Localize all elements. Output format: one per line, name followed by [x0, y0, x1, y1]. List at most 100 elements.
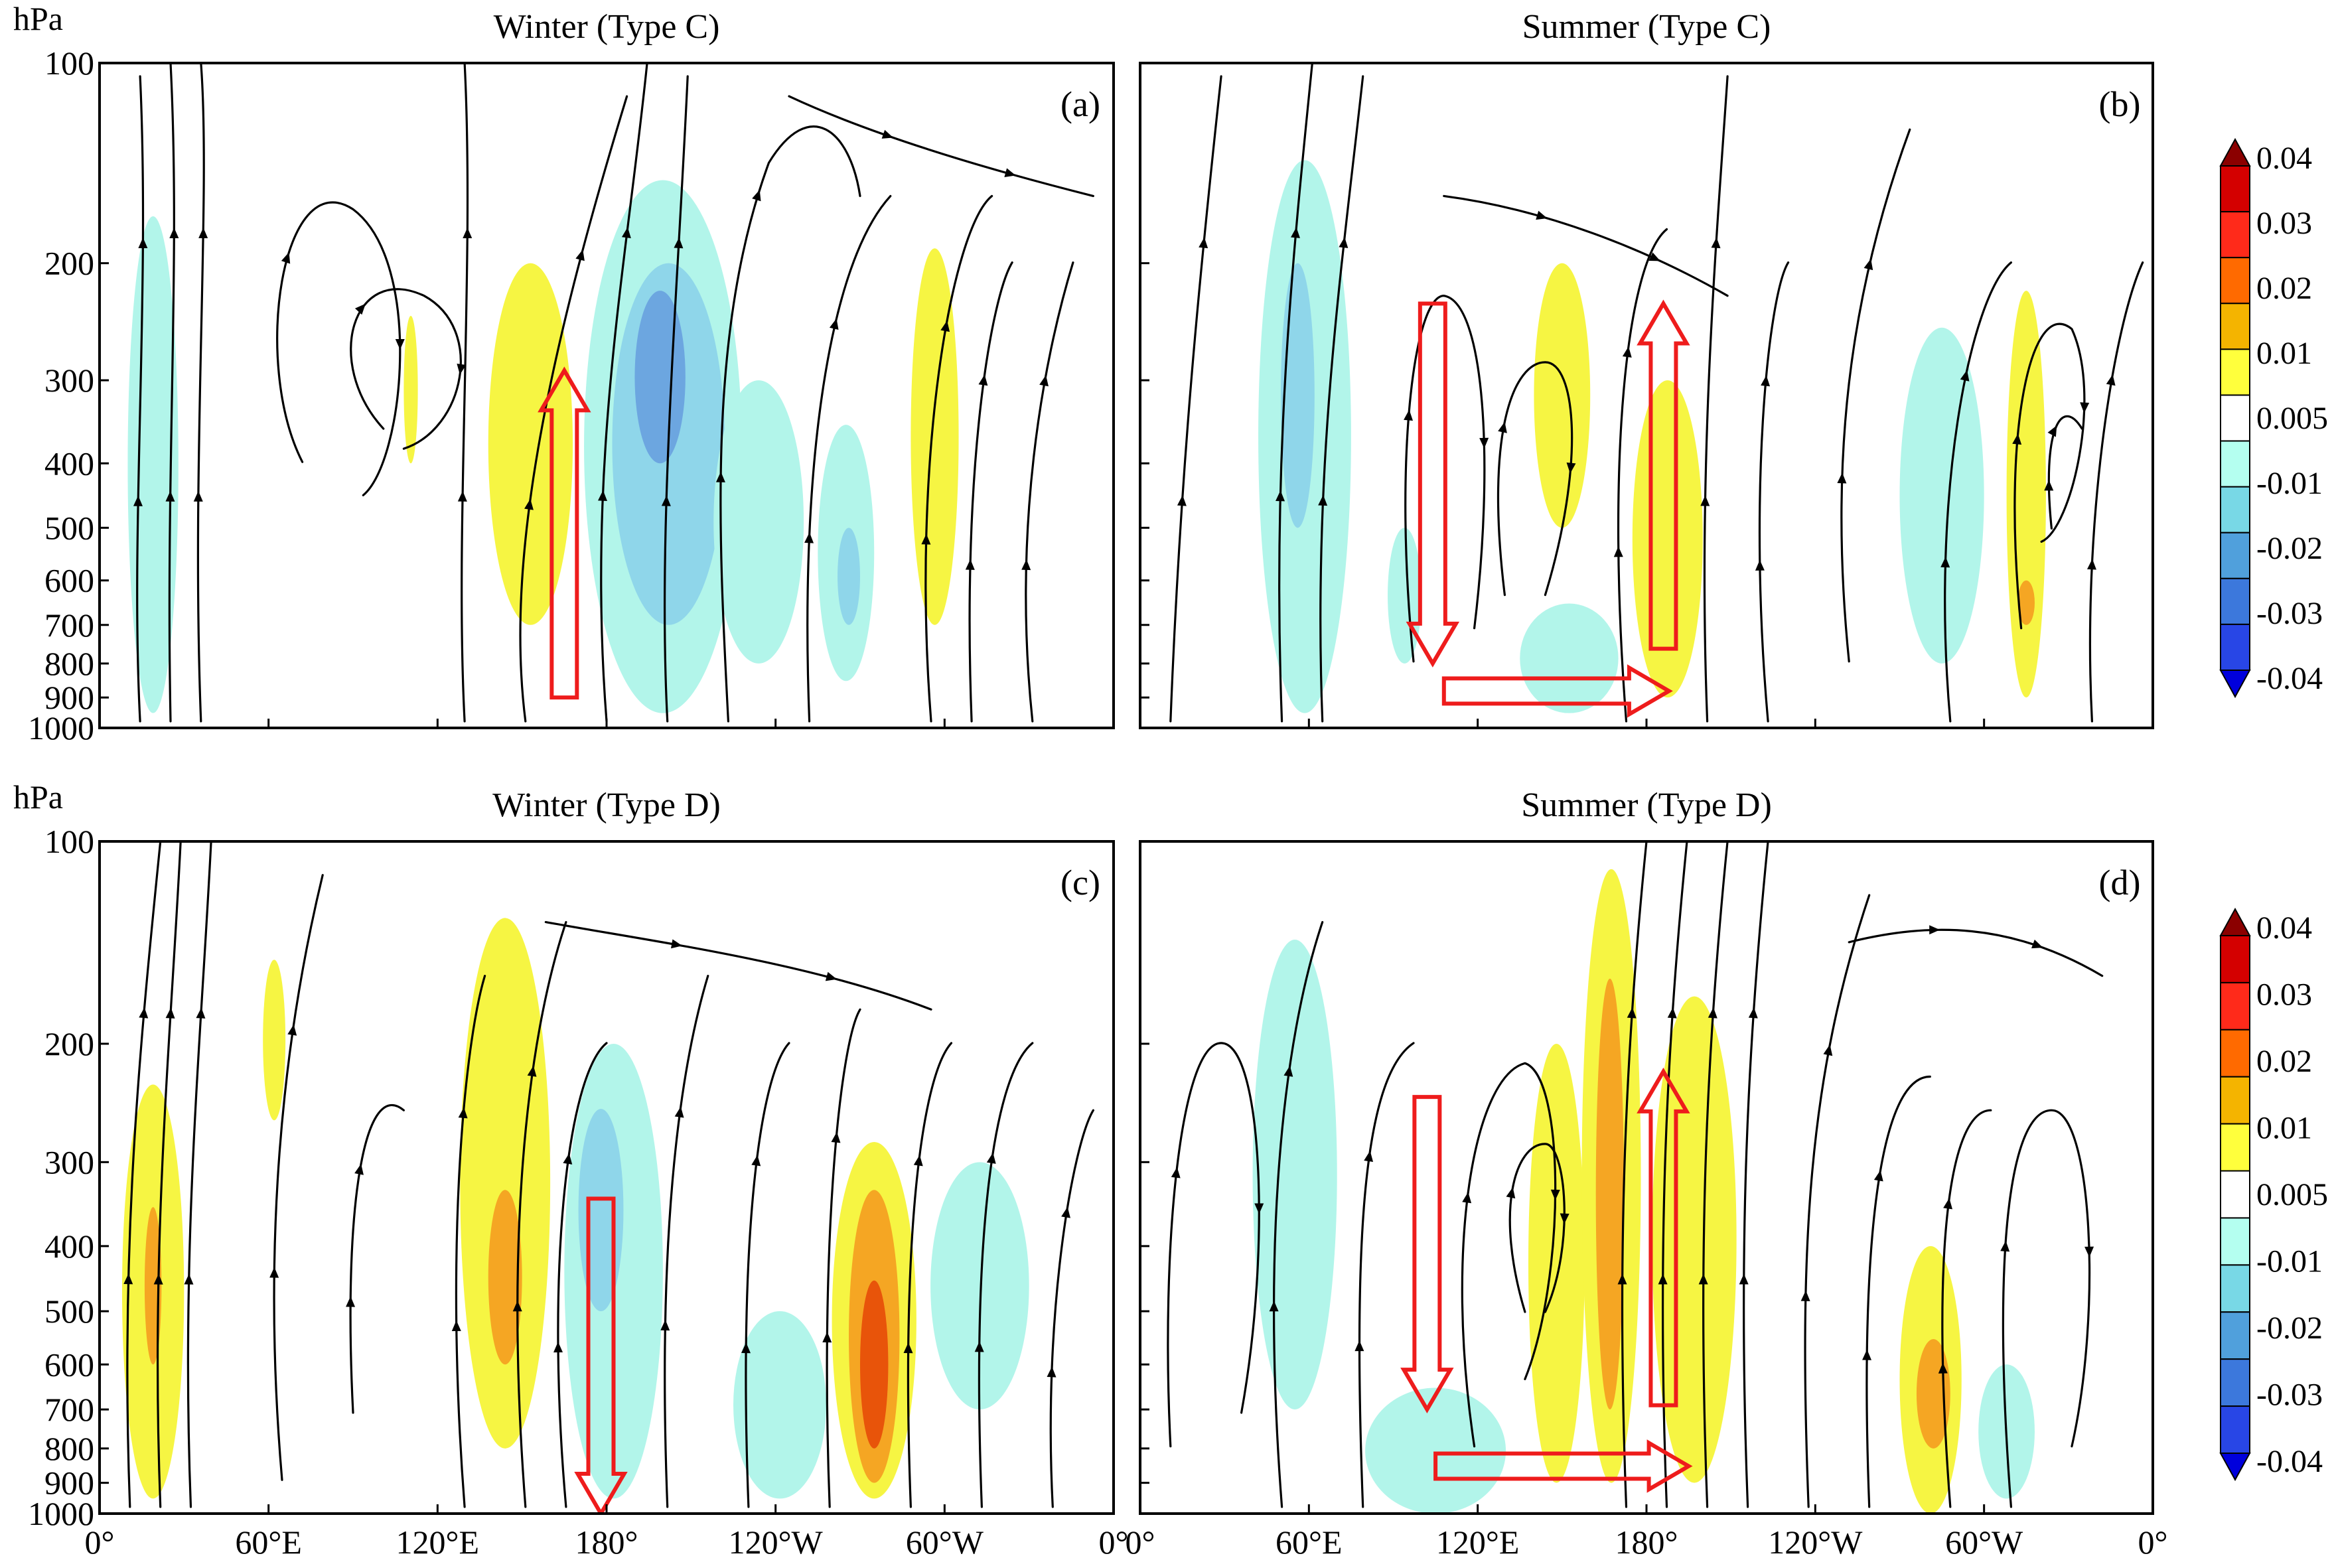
streamline-1 [168, 63, 175, 723]
streamline-9 [745, 1042, 790, 1508]
colorbar-label: -0.02 [2256, 531, 2323, 566]
x-tick-label: 120°E [396, 1524, 480, 1561]
shade-region-3 [460, 918, 551, 1449]
streamline-4 [1508, 1143, 1566, 1313]
colorbar-label: 0.005 [2256, 401, 2328, 436]
streamline-arrow-6a [1658, 1273, 1668, 1285]
red-arrow-up-2 [1637, 1067, 1690, 1407]
shade-region-2 [263, 960, 286, 1121]
streamline-arrow-9b [752, 189, 761, 202]
streamline-arrow-2a [1318, 494, 1328, 506]
streamline-arrow-2a [184, 1273, 194, 1285]
shade-region-4 [488, 1190, 522, 1365]
streamline-arrow-7a [1700, 495, 1710, 506]
x-tick-label: 60°W [1945, 1524, 2023, 1561]
streamline-11 [1941, 1109, 1992, 1508]
panel-label: (d) [2099, 863, 2141, 902]
shade-region-4 [1899, 327, 1984, 664]
streamline-arrow-3b [395, 338, 405, 350]
y-tick-label: 200 [44, 245, 94, 282]
streamline-arrow-13b [825, 971, 838, 981]
streamline-12 [968, 261, 1013, 723]
streamline-arrow-5a [1536, 210, 1548, 220]
streamline-arrow-5a [1617, 1273, 1627, 1285]
panel-a: Winter (Type C) (a) hPa 100 200 300 400 500 600 7… [13, 0, 1115, 747]
colorbar-swatch [2220, 1123, 2250, 1172]
panel-title: Summer (Type D) [1521, 786, 1772, 824]
shade-region-7 [860, 1280, 889, 1449]
colorbar-swatch [2220, 1029, 2250, 1078]
streamline-6 [519, 95, 628, 723]
red-arrow-down-0 [1400, 1095, 1454, 1414]
y-tick-label: 500 [44, 1293, 94, 1330]
streamline-arrow-8a [1755, 559, 1765, 571]
x-tick-label: 0° [1126, 1524, 1155, 1561]
streamline-arrow-1a [153, 1273, 163, 1285]
streamline-7 [600, 63, 648, 723]
colorbar-label: 0.01 [2256, 1111, 2312, 1146]
streamline-10 [1944, 261, 2012, 723]
streamline-arrow-1b [165, 1007, 175, 1019]
colorbar-label: 0.04 [2256, 141, 2312, 176]
streamline-arrow-11b [913, 1155, 923, 1167]
red-arrow-right-1 [1433, 1439, 1693, 1493]
streamline-arrow-8b [674, 237, 684, 249]
y-tick-label: 200 [44, 1025, 94, 1062]
panel-title: Summer (Type C) [1522, 8, 1771, 46]
streamline-2 [1319, 75, 1364, 723]
x-tick-label: 60°E [235, 1524, 302, 1561]
colorbar-swatch [2220, 1405, 2250, 1454]
streamline-arrow-13a [2086, 559, 2096, 570]
streamline-arrow-11b [2080, 402, 2090, 413]
streamline-arrow-1b [1283, 1065, 1293, 1077]
y-tick-label: 700 [44, 606, 94, 644]
streamline-arrow-13b [2031, 940, 2043, 949]
x-tick-label: 180° [575, 1524, 638, 1561]
streamline-1 [156, 841, 182, 1508]
colorbar-label: -0.03 [2256, 1378, 2323, 1413]
y-tick-label: 800 [44, 645, 94, 682]
colorbar-1: 0.04 0.03 0.02 0.01 0.005 -0.01 -0.02 -0.03 -0.0… [2219, 137, 2328, 699]
streamline-arrow-11a [921, 534, 931, 545]
streamline-arrow-9b [751, 1155, 761, 1167]
colorbar-swatch [2220, 935, 2250, 983]
streamline-arrow-4a [1506, 1187, 1516, 1199]
streamline-arrow-9a [1800, 1290, 1810, 1301]
streamline-arrow-12b [986, 1152, 996, 1164]
streamline-arrow-8b [1761, 375, 1771, 387]
streamline-arrow-11a [903, 1342, 913, 1354]
streamline-9 [1840, 128, 1911, 663]
streamline-arrow-8a [661, 495, 671, 506]
colorbar-swatch [2220, 1264, 2250, 1313]
streamline-arrow-14b [1061, 1206, 1070, 1218]
colorbar-label: 0.04 [2256, 910, 2312, 946]
panel-label: (b) [2099, 84, 2141, 124]
streamline-arrow-10b [1873, 1170, 1883, 1182]
streamline-5 [1621, 841, 1648, 1508]
panel-plot-area [1140, 63, 2153, 728]
streamline-arrow-5b [1648, 252, 1660, 261]
shade-region-1 [1365, 1388, 1506, 1514]
streamline-13 [1848, 928, 2104, 977]
panel-c: Winter (Type D) (c) hPa 100 200 300 400 500 600 7… [13, 778, 1129, 1561]
y-tick-label: 500 [44, 509, 94, 546]
streamline-arrow-12a [965, 559, 975, 570]
streamline-arrow-2b [196, 1007, 206, 1019]
streamline-arrow-2a [1354, 1340, 1364, 1352]
streamline-arrow-0a [1177, 495, 1187, 506]
streamline-arrow-11b [940, 321, 950, 332]
streamline-arrow-6b [575, 249, 585, 261]
colorbar-swatch [2220, 303, 2250, 350]
streamline-8 [1758, 261, 1790, 723]
streamline-arrow-7b [621, 227, 631, 238]
streamline-arrow-3a [1404, 409, 1414, 421]
streamline-11 [924, 194, 993, 723]
streamline-5 [1443, 194, 1729, 297]
streamline-3 [273, 874, 324, 1481]
streamline-arrow-9a [741, 1342, 751, 1354]
streamline-arrow-13a [1929, 925, 1940, 935]
streamline-7 [1703, 75, 1729, 723]
shade-region-0 [1252, 940, 1337, 1410]
streamline-1 [1278, 63, 1313, 723]
colorbar-bottom-triangle [2219, 670, 2251, 699]
